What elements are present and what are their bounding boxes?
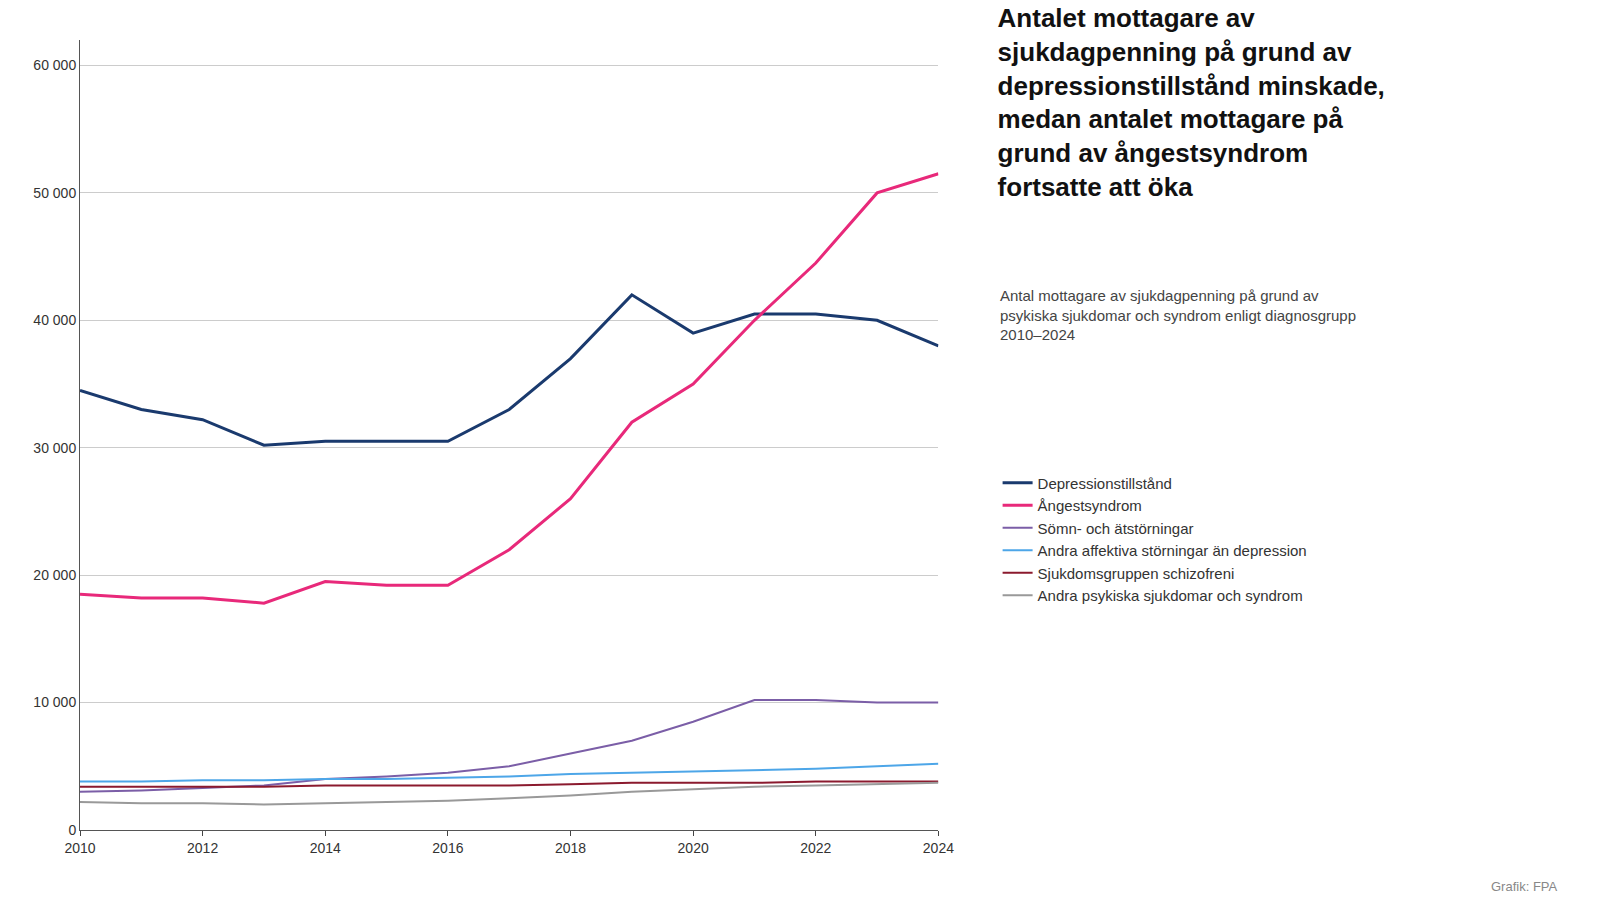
svg-text:Sömn- och ätstörningar: Sömn- och ätstörningar <box>1038 520 1194 537</box>
svg-text:2020: 2020 <box>678 840 709 856</box>
svg-text:30 000: 30 000 <box>33 440 76 456</box>
svg-text:2010: 2010 <box>64 840 95 856</box>
svg-text:40 000: 40 000 <box>33 312 76 328</box>
svg-text:Ångestsyndrom: Ångestsyndrom <box>1038 497 1142 514</box>
svg-text:50 000: 50 000 <box>33 185 76 201</box>
svg-text:Sjukdomsgruppen schizofreni: Sjukdomsgruppen schizofreni <box>1038 565 1235 582</box>
svg-text:0: 0 <box>68 822 76 838</box>
svg-text:2012: 2012 <box>187 840 218 856</box>
svg-text:2024: 2024 <box>923 840 954 856</box>
svg-text:10 000: 10 000 <box>33 694 76 710</box>
svg-text:2014: 2014 <box>310 840 341 856</box>
svg-text:2018: 2018 <box>555 840 586 856</box>
svg-text:2022: 2022 <box>800 840 831 856</box>
svg-text:2016: 2016 <box>432 840 463 856</box>
svg-text:Antal mottagare av sjukdagpenn: Antal mottagare av sjukdagpenning på gru… <box>1000 287 1356 343</box>
svg-text:60 000: 60 000 <box>33 57 76 73</box>
svg-text:Antalet mottagare avsjukdagpen: Antalet mottagare avsjukdagpenning på gr… <box>998 3 1385 202</box>
svg-text:Andra affektiva störningar än: Andra affektiva störningar än depression <box>1038 542 1307 559</box>
svg-text:20 000: 20 000 <box>33 567 76 583</box>
svg-text:Depressionstillstånd: Depressionstillstånd <box>1038 475 1172 492</box>
svg-text:Andra psykiska sjukdomar och s: Andra psykiska sjukdomar och syndrom <box>1038 587 1303 604</box>
svg-text:Grafik: FPA: Grafik: FPA <box>1491 879 1558 894</box>
